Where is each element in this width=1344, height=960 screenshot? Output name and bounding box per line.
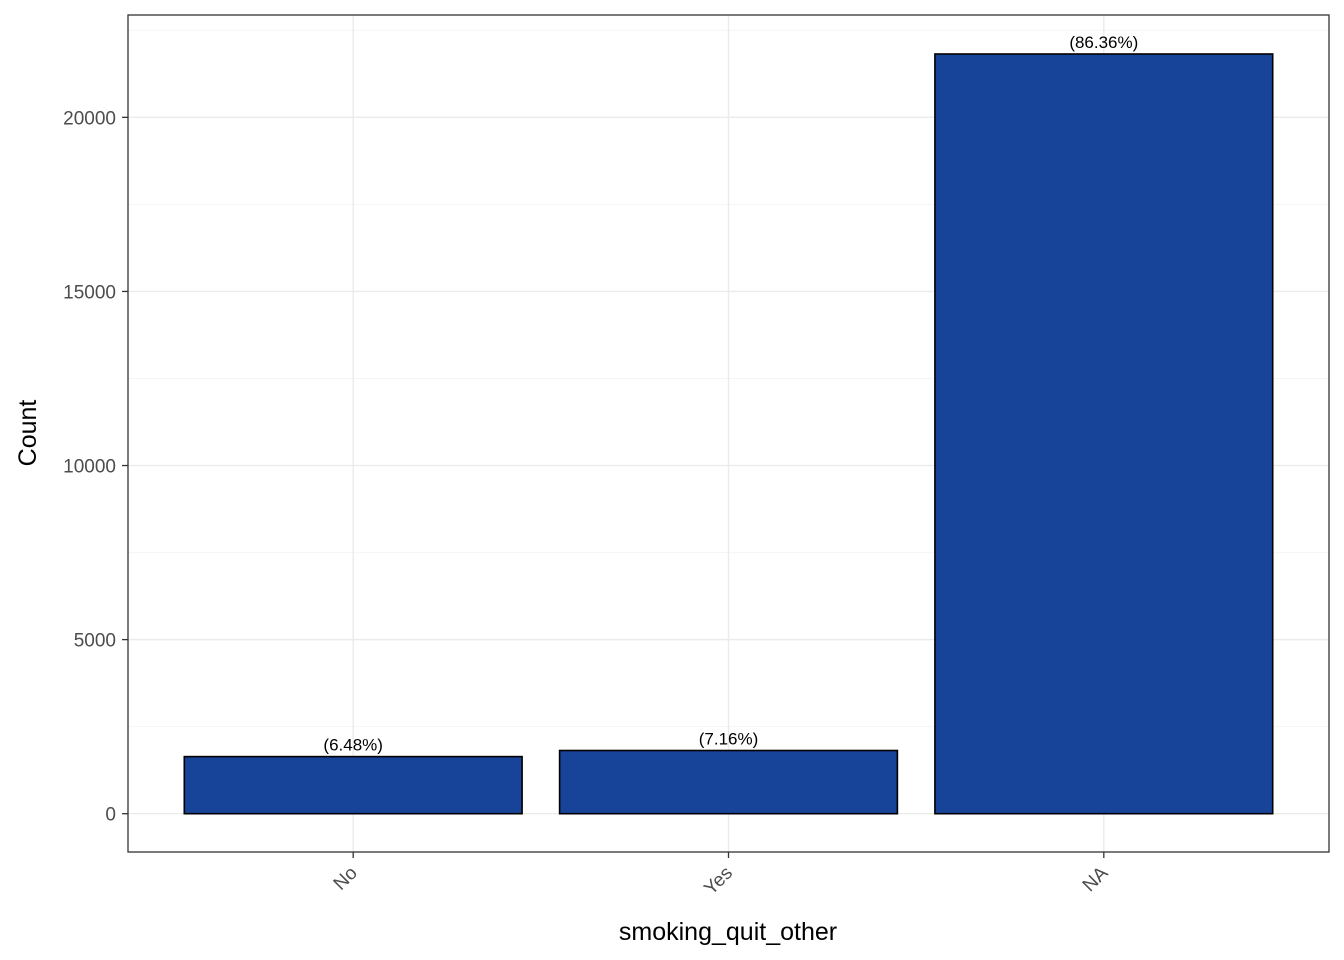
y-axis-title: Count: [14, 400, 42, 467]
y-tick-label: 0: [105, 805, 116, 826]
y-tick-label: 10000: [63, 457, 116, 478]
bar-label-no: (6.48%): [323, 736, 383, 755]
y-tick-label: 20000: [63, 108, 116, 129]
y-tick-label: 15000: [63, 282, 116, 303]
x-tick-label-no: No: [330, 863, 362, 895]
bars: [183, 53, 1274, 815]
bar-label-na: (86.36%): [1069, 33, 1138, 52]
x-tick-label-yes: Yes: [700, 863, 737, 900]
x-tick-label-na: NA: [1079, 862, 1113, 896]
bar-value-labels: (6.48%) (7.16%) (86.36%): [323, 33, 1138, 755]
bar-yes: [558, 749, 899, 815]
bar-label-yes: (7.16%): [699, 730, 759, 749]
x-axis: No Yes NA: [330, 852, 1113, 899]
bar-na: [934, 53, 1274, 815]
y-axis: 0 5000 10000 15000 20000: [63, 108, 128, 826]
bar-no: [183, 755, 523, 815]
x-axis-title: smoking_quit_other: [619, 918, 837, 946]
y-tick-label: 5000: [74, 631, 116, 652]
